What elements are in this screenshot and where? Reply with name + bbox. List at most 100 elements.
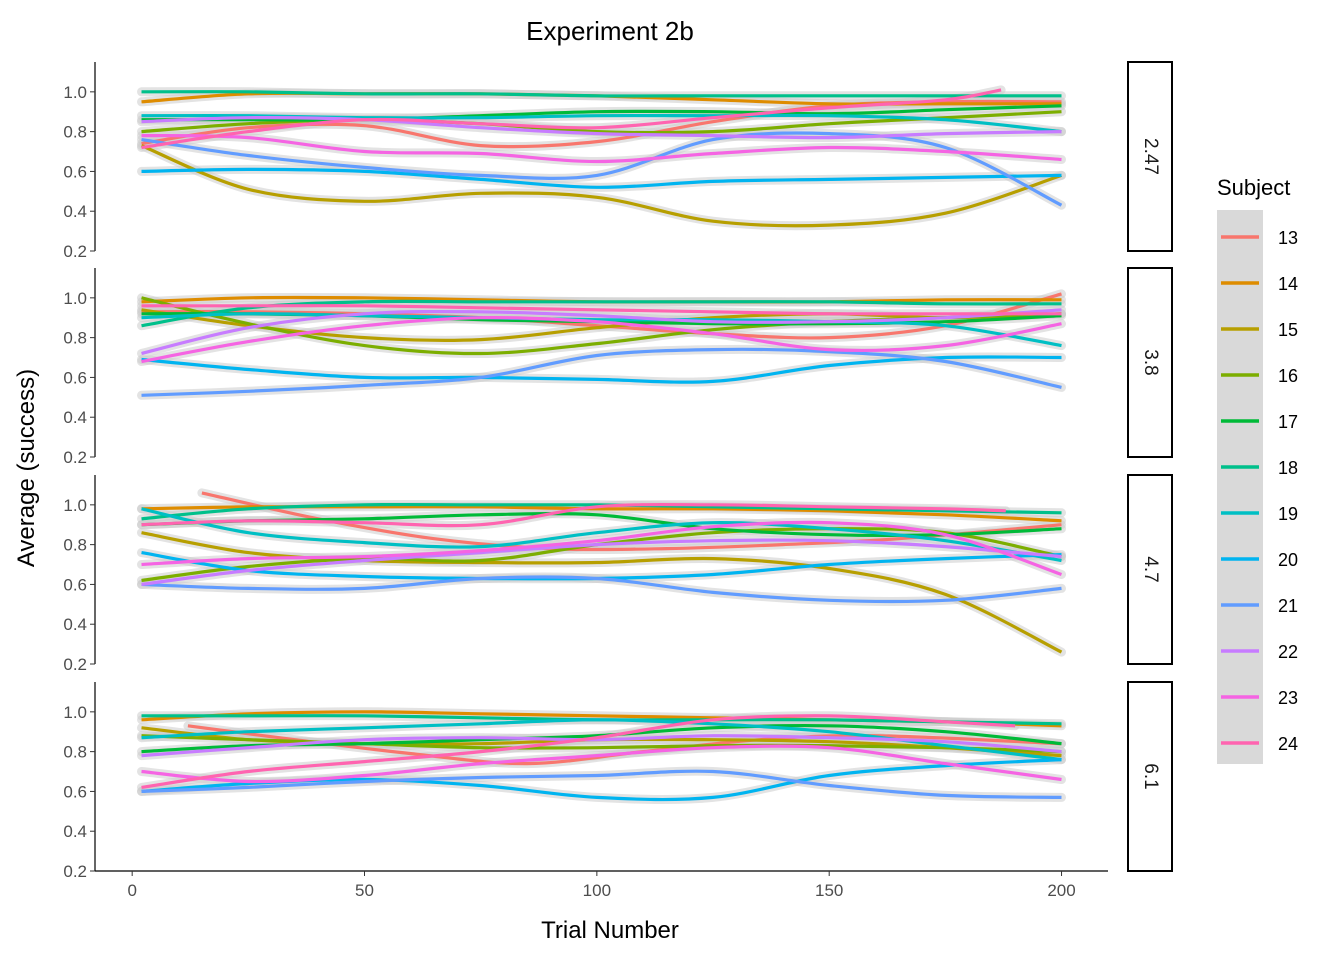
facet-panel-3.8: 0.2 0.4 0.6 0.8 1.0 3.8 [63,267,1173,467]
series-line-subject-20 [141,167,1062,189]
facet-strip-box [1127,267,1173,458]
legend-item: 13 [1221,228,1298,248]
series-lines [140,88,1063,228]
series-line-subject-22 [141,116,1062,140]
facet-strip: 2.47 [1127,61,1173,252]
y-tick-label: 1.0 [63,496,87,515]
legend-item: 15 [1221,320,1298,340]
facet-strip-box [1127,61,1173,252]
series-lines [141,710,1062,802]
series-line-subject-16 [141,110,1062,135]
facet-strip: 3.8 [1127,267,1173,458]
series-line-subject-21 [141,769,1062,799]
legend-item: 24 [1221,734,1298,754]
facet-strip: 4.7 [1127,474,1173,665]
y-tick-label: 0.4 [63,822,87,841]
x-tick-label: 100 [583,881,611,900]
legend-label: 19 [1278,504,1298,524]
x-tick-label: 200 [1047,881,1075,900]
legend-label: 16 [1278,366,1298,386]
chart-title: Experiment 2b [526,16,694,46]
legend-item: 23 [1221,688,1298,708]
facet-strip-box [1127,474,1173,665]
legend-label: 18 [1278,458,1298,478]
x-tick-label: 50 [355,881,374,900]
series-line-subject-13 [141,292,1062,340]
series-line-subject-18 [141,90,1062,98]
series-lines [141,292,1062,397]
y-tick-label: 0.2 [63,862,87,881]
y-tick-label: 0.6 [63,368,87,387]
y-tick-label: 1.0 [63,289,87,308]
facet-strip-label: 4.7 [1140,556,1161,582]
legend-item: 22 [1221,642,1298,662]
legend-item: 18 [1221,458,1298,478]
series-line-subject-21 [141,131,1063,207]
legend-label: 22 [1278,642,1298,662]
y-tick-label: 0.8 [63,123,87,142]
series-line-subject-22 [141,538,1062,586]
legend: Subject 13 14 15 16 17 18 19 20 21 22 23 24 [1217,175,1298,764]
x-axis: 0 50 100 150 200 [95,870,1108,900]
legend-item: 21 [1221,596,1298,616]
x-tick-label: 150 [815,881,843,900]
series-line-subject-21 [141,347,1062,397]
series-line-subject-19 [141,312,1062,348]
facet-panel-2.47: 0.2 0.4 0.6 0.8 1.0 2.47 [63,61,1173,261]
legend-item: 20 [1221,550,1298,570]
series-line-subject-22 [141,734,1062,758]
series-line-subject-15 [140,144,1062,228]
series-line-subject-15 [141,531,1063,654]
series-lines [141,491,1063,654]
series-line-subject-24 [141,304,1062,316]
legend-label: 24 [1278,734,1298,754]
legend-item: 14 [1221,274,1298,294]
legend-item: 16 [1221,366,1298,386]
series-line-subject-23 [141,134,1062,164]
series-line-subject-16 [141,734,1062,754]
y-tick-label: 0.2 [63,655,87,674]
legend-label: 14 [1278,274,1298,294]
y-tick-label: 0.6 [63,782,87,801]
legend-label: 23 [1278,688,1298,708]
legend-label: 21 [1278,596,1298,616]
facet-strip: 6.1 [1127,681,1173,872]
series-line-subject-23 [141,744,1062,784]
facet-strip-label: 2.47 [1140,138,1161,175]
y-tick-label: 0.2 [63,242,87,261]
legend-title: Subject [1217,175,1290,200]
y-tick-label: 0.2 [63,448,87,467]
y-tick-label: 0.4 [63,202,87,221]
legend-label: 20 [1278,550,1298,570]
y-tick-label: 0.8 [63,536,87,555]
series-line-subject-24 [141,502,1006,528]
facet-panel-4.7: 0.2 0.4 0.6 0.8 1.0 4.7 [63,474,1173,674]
series-line-subject-18 [141,502,1062,521]
y-tick-label: 0.6 [63,575,87,594]
legend-item: 19 [1221,504,1298,524]
series-line-subject-23 [141,520,1063,577]
facet-strip-box [1127,681,1173,872]
series-line-subject-24 [141,88,1002,150]
y-tick-label: 0.8 [63,743,87,762]
legend-key-background [1217,210,1263,764]
y-tick-label: 1.0 [63,703,87,722]
series-line-subject-24 [141,714,1016,789]
series-line-subject-22 [141,308,1062,356]
series-line-subject-20 [141,355,1062,384]
y-tick-label: 0.4 [63,615,87,634]
facet-panels: 0.2 0.4 0.6 0.8 1.0 2.47 0.2 0.4 0.6 0.8 1.0 3.8 0.2… [63,61,1173,881]
series-line-subject-19 [141,507,1062,563]
facet-panel-6.1: 0.2 0.4 0.6 0.8 1.0 6.1 [63,681,1173,881]
legend-label: 17 [1278,412,1298,432]
series-line-subject-21 [141,575,1062,604]
series-line-subject-23 [141,315,1062,364]
y-tick-label: 0.8 [63,329,87,348]
legend-item: 17 [1221,412,1298,432]
legend-label: 15 [1278,320,1298,340]
x-tick-label: 0 [127,881,136,900]
y-tick-label: 1.0 [63,83,87,102]
y-tick-label: 0.6 [63,162,87,181]
facet-strip-label: 6.1 [1140,763,1161,789]
